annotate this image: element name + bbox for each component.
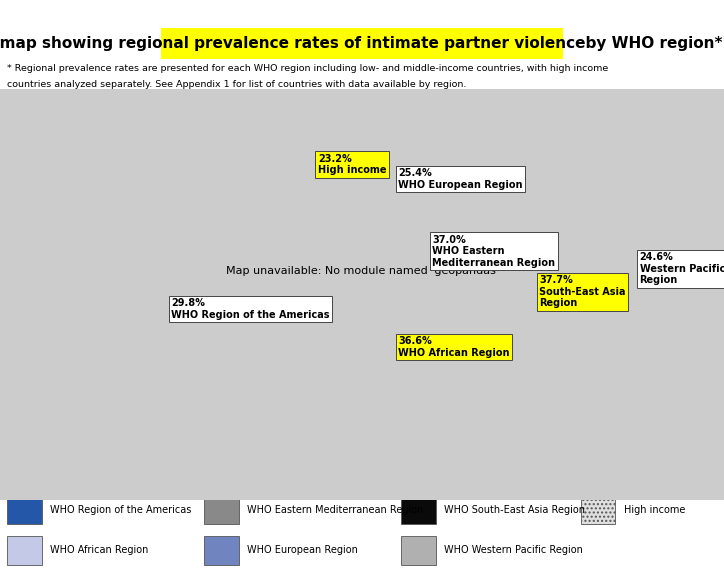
Text: 36.6%
WHO African Region: 36.6% WHO African Region <box>398 336 510 358</box>
Bar <box>401 496 436 524</box>
Bar <box>204 536 239 565</box>
Bar <box>401 536 436 565</box>
Bar <box>161 28 563 59</box>
Text: * Regional prevalence rates are presented for each WHO region including low- and: * Regional prevalence rates are presente… <box>7 64 608 73</box>
Text: 29.8%
WHO Region of the Americas: 29.8% WHO Region of the Americas <box>171 298 329 320</box>
Text: 23.2%
High income: 23.2% High income <box>318 154 387 175</box>
Text: countries analyzed separately. See Appendix 1 for list of countries with data av: countries analyzed separately. See Appen… <box>7 80 466 89</box>
Text: WHO Western Pacific Region: WHO Western Pacific Region <box>445 545 584 555</box>
Text: WHO European Region: WHO European Region <box>248 545 358 555</box>
Text: Map unavailable: No module named 'geopandas': Map unavailable: No module named 'geopan… <box>225 266 499 277</box>
Bar <box>204 496 239 524</box>
Bar <box>581 496 615 524</box>
Text: WHO African Region: WHO African Region <box>50 545 148 555</box>
Text: 37.0%
WHO Eastern
Mediterranean Region: 37.0% WHO Eastern Mediterranean Region <box>432 235 555 268</box>
Text: 37.7%
South-East Asia
Region: 37.7% South-East Asia Region <box>539 275 626 308</box>
Bar <box>7 536 42 565</box>
Bar <box>7 496 42 524</box>
Text: WHO Region of the Americas: WHO Region of the Americas <box>50 505 192 515</box>
Text: 25.4%
WHO European Region: 25.4% WHO European Region <box>398 168 523 190</box>
Text: WHO South-East Asia Region: WHO South-East Asia Region <box>445 505 586 515</box>
Text: Global map showing regional prevalence rates of intimate partner violenceby WHO : Global map showing regional prevalence r… <box>0 36 724 51</box>
Text: WHO Eastern Mediterranean Region: WHO Eastern Mediterranean Region <box>248 505 424 515</box>
Text: 24.6%
Western Pacific
Region: 24.6% Western Pacific Region <box>639 252 724 285</box>
Text: High income: High income <box>623 505 685 515</box>
